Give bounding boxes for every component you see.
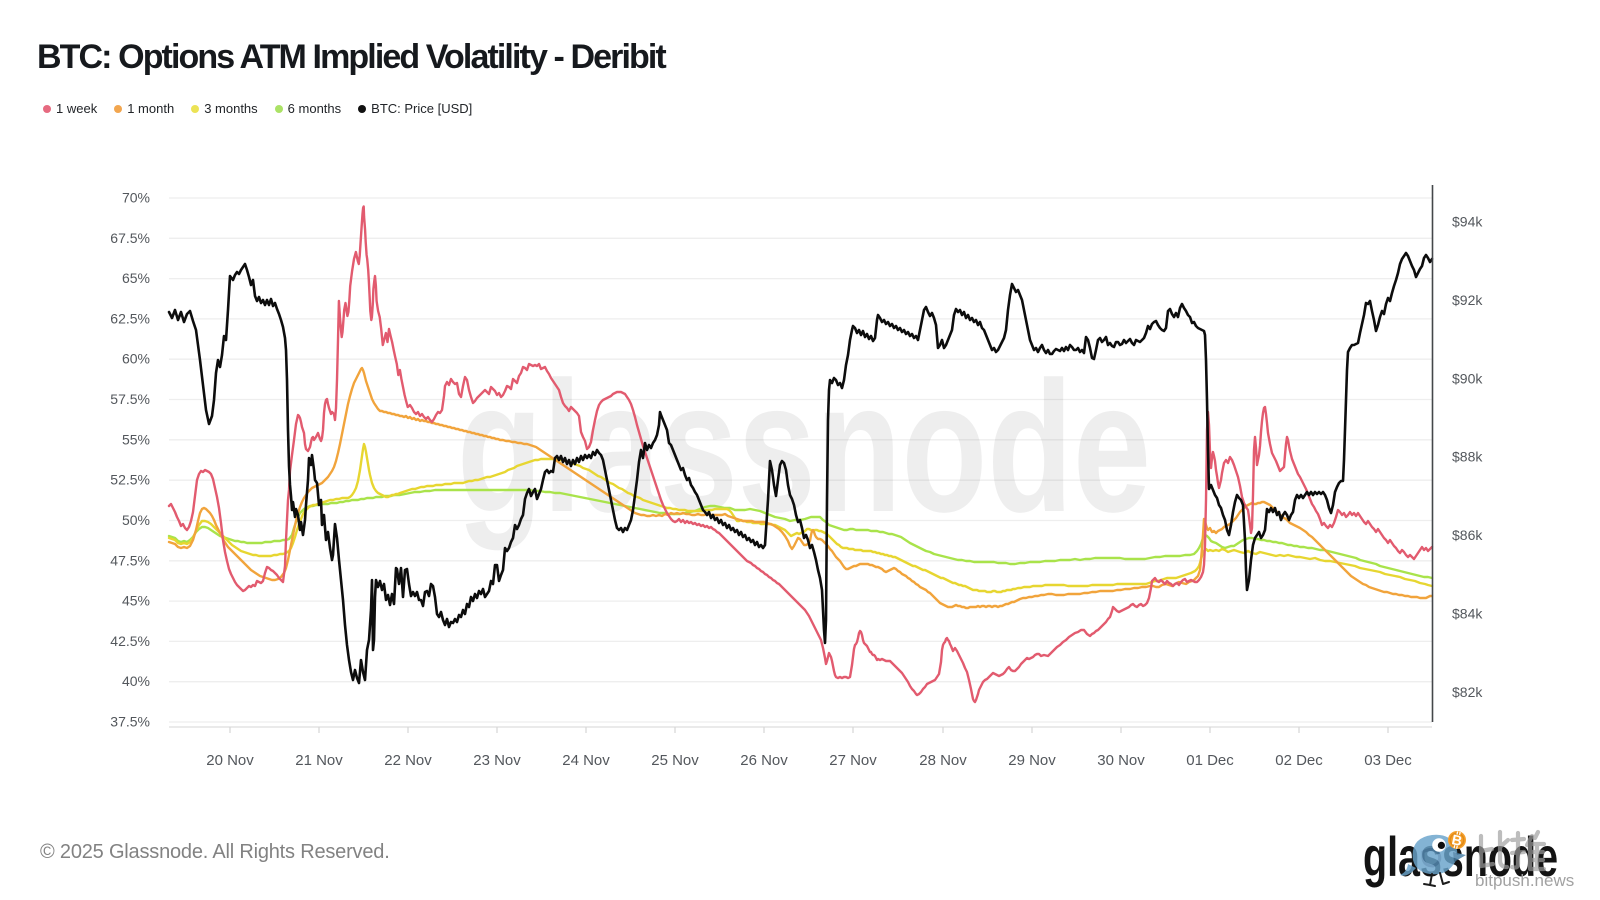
svg-text:03 Dec: 03 Dec — [1364, 752, 1412, 769]
svg-text:01 Dec: 01 Dec — [1186, 752, 1234, 769]
svg-text:27 Nov: 27 Nov — [829, 752, 877, 769]
svg-text:24 Nov: 24 Nov — [562, 752, 610, 769]
svg-text:40%: 40% — [122, 673, 150, 689]
svg-text:26 Nov: 26 Nov — [740, 752, 788, 769]
svg-text:42.5%: 42.5% — [110, 633, 150, 649]
svg-text:30 Nov: 30 Nov — [1097, 752, 1145, 769]
svg-text:65%: 65% — [122, 270, 150, 286]
svg-text:23 Nov: 23 Nov — [473, 752, 521, 769]
svg-text:02 Dec: 02 Dec — [1275, 752, 1323, 769]
svg-text:20 Nov: 20 Nov — [206, 752, 254, 769]
svg-text:70%: 70% — [122, 190, 150, 206]
svg-text:47.5%: 47.5% — [110, 552, 150, 568]
svg-text:62.5%: 62.5% — [110, 310, 150, 326]
svg-text:57.5%: 57.5% — [110, 391, 150, 407]
svg-text:55%: 55% — [122, 431, 150, 447]
svg-text:$88k: $88k — [1452, 449, 1483, 465]
svg-text:67.5%: 67.5% — [110, 230, 150, 246]
svg-text:21 Nov: 21 Nov — [295, 752, 343, 769]
svg-text:$86k: $86k — [1452, 527, 1483, 543]
svg-text:37.5%: 37.5% — [110, 714, 150, 730]
svg-text:$90k: $90k — [1452, 370, 1483, 386]
svg-text:glassnode: glassnode — [457, 344, 1151, 551]
svg-text:50%: 50% — [122, 512, 150, 528]
svg-text:45%: 45% — [122, 593, 150, 609]
svg-text:25 Nov: 25 Nov — [651, 752, 699, 769]
svg-text:$94k: $94k — [1452, 214, 1483, 230]
svg-text:60%: 60% — [122, 351, 150, 367]
svg-text:22 Nov: 22 Nov — [384, 752, 432, 769]
svg-text:29 Nov: 29 Nov — [1008, 752, 1056, 769]
svg-text:$84k: $84k — [1452, 606, 1483, 622]
svg-text:B: B — [1450, 831, 1463, 849]
svg-text:$82k: $82k — [1452, 684, 1483, 700]
svg-text:28 Nov: 28 Nov — [919, 752, 967, 769]
svg-text:bitpush.news: bitpush.news — [1475, 871, 1574, 890]
svg-text:$92k: $92k — [1452, 292, 1483, 308]
svg-text:52.5%: 52.5% — [110, 472, 150, 488]
